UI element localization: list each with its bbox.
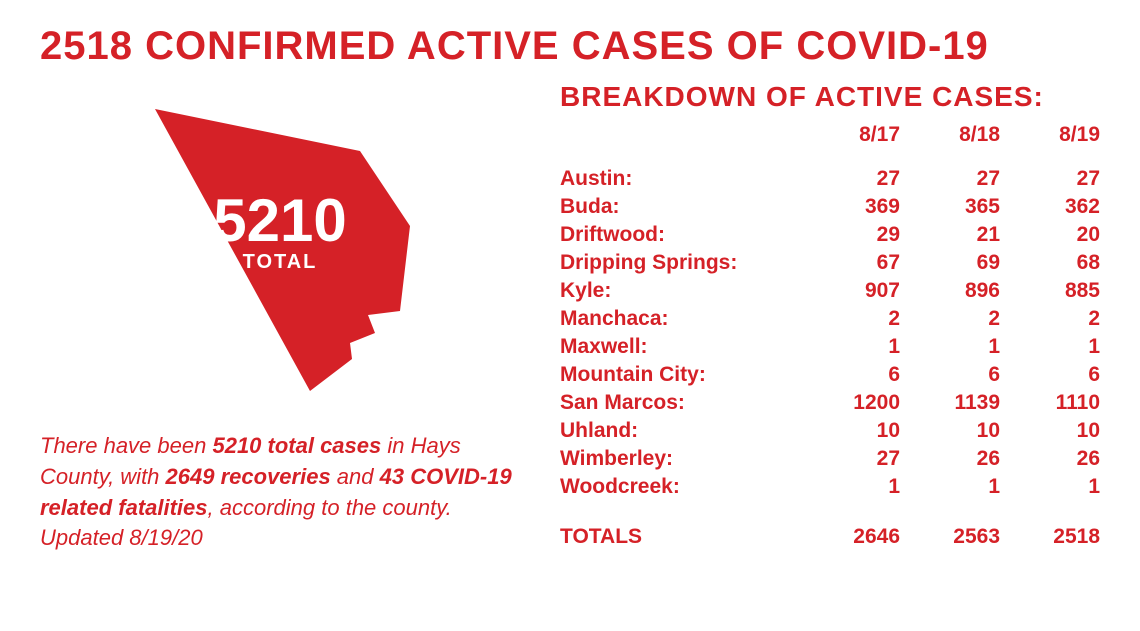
row-value: 10 <box>900 417 1000 445</box>
breakdown-title: BREAKDOWN OF ACTIVE CASES: <box>560 81 1100 113</box>
col-date-1: 8/17 <box>800 121 900 165</box>
row-value: 1 <box>800 473 900 501</box>
total-word: TOTAL <box>100 251 460 274</box>
row-value: 1 <box>1000 333 1100 361</box>
row-value: 6 <box>1000 361 1100 389</box>
row-value: 20 <box>1000 221 1100 249</box>
col-date-2: 8/18 <box>900 121 1000 165</box>
table-row: Dripping Springs:676968 <box>560 249 1100 277</box>
county-total-label: 5210 TOTAL <box>100 191 460 274</box>
row-value: 26 <box>900 445 1000 473</box>
table-row: Buda:369365362 <box>560 193 1100 221</box>
row-value: 1 <box>900 333 1000 361</box>
table-row: Manchaca:222 <box>560 305 1100 333</box>
row-label: Dripping Springs: <box>560 249 800 277</box>
table-row: Maxwell:111 <box>560 333 1100 361</box>
row-value: 27 <box>800 165 900 193</box>
row-value: 1 <box>900 473 1000 501</box>
totals-value: 2563 <box>900 519 1000 551</box>
row-value: 27 <box>1000 165 1100 193</box>
table-row: Woodcreek:111 <box>560 473 1100 501</box>
col-date-3: 8/19 <box>1000 121 1100 165</box>
totals-row: TOTALS264625632518 <box>560 519 1100 551</box>
row-label: Austin: <box>560 165 800 193</box>
row-label: Buda: <box>560 193 800 221</box>
row-label: Manchaca: <box>560 305 800 333</box>
row-value: 67 <box>800 249 900 277</box>
summary-mid2: and <box>331 464 380 489</box>
headline: 2518 CONFIRMED ACTIVE CASES OF COVID-19 <box>40 24 1100 69</box>
row-label: Woodcreek: <box>560 473 800 501</box>
row-value: 29 <box>800 221 900 249</box>
summary-text: There have been 5210 total cases in Hays… <box>40 431 520 554</box>
row-value: 21 <box>900 221 1000 249</box>
table-row: Driftwood:292120 <box>560 221 1100 249</box>
table-row: Wimberley:272626 <box>560 445 1100 473</box>
row-value: 6 <box>800 361 900 389</box>
row-value: 896 <box>900 277 1000 305</box>
table-row: Uhland:101010 <box>560 417 1100 445</box>
row-value: 1 <box>800 333 900 361</box>
row-label: Wimberley: <box>560 445 800 473</box>
row-value: 68 <box>1000 249 1100 277</box>
left-panel: 5210 TOTAL There have been 5210 total ca… <box>40 81 520 554</box>
total-number: 5210 <box>100 191 460 251</box>
row-value: 2 <box>1000 305 1100 333</box>
row-value: 69 <box>900 249 1000 277</box>
county-shape: 5210 TOTAL <box>100 91 460 411</box>
col-empty <box>560 121 800 165</box>
summary-bold2: 2649 recoveries <box>166 464 331 489</box>
row-value: 10 <box>800 417 900 445</box>
row-value: 1200 <box>800 389 900 417</box>
row-value: 2 <box>900 305 1000 333</box>
row-value: 26 <box>1000 445 1100 473</box>
totals-label: TOTALS <box>560 519 800 551</box>
row-value: 369 <box>800 193 900 221</box>
row-value: 10 <box>1000 417 1100 445</box>
table-row: Kyle:907896885 <box>560 277 1100 305</box>
content: 5210 TOTAL There have been 5210 total ca… <box>40 81 1100 554</box>
spacer-row <box>560 501 1100 519</box>
row-label: Maxwell: <box>560 333 800 361</box>
totals-value: 2518 <box>1000 519 1100 551</box>
row-value: 27 <box>900 165 1000 193</box>
breakdown-table: 8/17 8/18 8/19 Austin:272727Buda:3693653… <box>560 121 1100 551</box>
row-value: 6 <box>900 361 1000 389</box>
row-value: 365 <box>900 193 1000 221</box>
row-label: Driftwood: <box>560 221 800 249</box>
row-value: 885 <box>1000 277 1100 305</box>
row-label: San Marcos: <box>560 389 800 417</box>
table-row: Mountain City:666 <box>560 361 1100 389</box>
row-value: 1110 <box>1000 389 1100 417</box>
right-panel: BREAKDOWN OF ACTIVE CASES: 8/17 8/18 8/1… <box>560 81 1100 554</box>
table-row: Austin:272727 <box>560 165 1100 193</box>
row-label: Uhland: <box>560 417 800 445</box>
row-label: Kyle: <box>560 277 800 305</box>
totals-value: 2646 <box>800 519 900 551</box>
table-row: San Marcos:120011391110 <box>560 389 1100 417</box>
row-value: 1 <box>1000 473 1100 501</box>
row-value: 362 <box>1000 193 1100 221</box>
summary-bold1: 5210 total cases <box>212 433 381 458</box>
row-label: Mountain City: <box>560 361 800 389</box>
table-header-row: 8/17 8/18 8/19 <box>560 121 1100 165</box>
summary-pre1: There have been <box>40 433 212 458</box>
row-value: 907 <box>800 277 900 305</box>
row-value: 1139 <box>900 389 1000 417</box>
row-value: 27 <box>800 445 900 473</box>
row-value: 2 <box>800 305 900 333</box>
